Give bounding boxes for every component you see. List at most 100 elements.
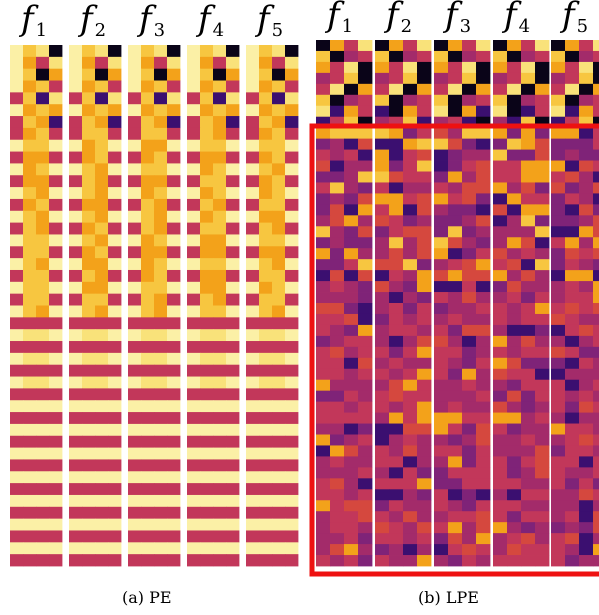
lpe-cell	[493, 105, 508, 118]
pe-cell	[285, 45, 299, 58]
lpe-cell	[551, 500, 566, 512]
pe-cell	[82, 494, 96, 508]
lpe-cell	[507, 281, 522, 293]
lpe-cell	[358, 237, 373, 249]
pe-cell	[285, 281, 299, 295]
pe-cell	[200, 210, 214, 224]
lpe-cell	[330, 456, 345, 468]
pe-cell	[259, 317, 273, 330]
pe-cell	[200, 305, 214, 318]
pe-cell	[10, 163, 24, 176]
lpe-cell	[593, 160, 599, 172]
lpe-cell	[358, 467, 373, 479]
pe-cell	[167, 116, 181, 129]
pe-cell	[10, 376, 24, 389]
pe-cell	[82, 423, 96, 437]
lpe-cell	[375, 423, 390, 435]
pe-cell	[69, 104, 83, 117]
lpe-cell	[493, 368, 508, 381]
lpe-cell	[535, 182, 550, 194]
pe-cell	[23, 341, 37, 354]
lpe-cell	[344, 259, 359, 271]
pe-cell	[272, 281, 286, 295]
lpe-cell	[375, 116, 390, 129]
lpe-cell	[551, 303, 566, 315]
lpe-cell	[344, 292, 359, 304]
pe-cell	[259, 388, 273, 401]
pe-cell	[226, 163, 240, 176]
lpe-cell	[462, 281, 477, 293]
pe-cell	[259, 222, 273, 235]
pe-cell	[108, 210, 122, 224]
pe-cell	[36, 435, 50, 448]
lpe-cell	[375, 412, 390, 424]
lpe-cell	[417, 292, 432, 304]
lpe-cell	[403, 456, 418, 468]
lpe-cell	[344, 401, 359, 413]
lpe-cell	[521, 83, 536, 96]
pe-cell	[246, 483, 260, 496]
pe-cell	[226, 506, 240, 520]
lpe-cell	[521, 237, 536, 249]
lpe-cell	[344, 116, 359, 129]
pe-cell	[10, 222, 24, 235]
lpe-cell	[462, 533, 477, 545]
pe-cell	[226, 68, 240, 81]
lpe-cell	[565, 116, 580, 129]
pe-cell	[69, 56, 83, 70]
lpe-cell	[476, 445, 491, 457]
pe-cell	[285, 198, 299, 212]
pe-cell	[154, 435, 168, 448]
lpe-cell	[493, 533, 508, 545]
pe-cell	[10, 68, 24, 81]
pe-cell	[128, 80, 142, 93]
pe-cell	[246, 447, 260, 460]
lpe-cell	[462, 72, 477, 85]
pe-cell	[246, 68, 260, 81]
pe-cell	[49, 364, 63, 377]
lpe-cell	[493, 489, 508, 501]
pe-cell	[285, 412, 299, 425]
lpe-cell	[330, 270, 345, 282]
pe-cell	[272, 530, 286, 543]
pe-cell	[82, 92, 96, 105]
pe-cell	[141, 151, 155, 164]
pe-cell	[23, 68, 37, 81]
lpe-cell	[593, 237, 599, 249]
lpe-cell	[462, 94, 477, 107]
lpe-cell	[521, 270, 536, 282]
lpe-cell	[434, 127, 449, 140]
lpe-cell	[358, 127, 373, 140]
pe-cell	[285, 269, 299, 283]
pe-cell	[36, 222, 50, 235]
pe-cell	[69, 198, 83, 212]
lpe-cell	[417, 83, 432, 96]
lpe-cell	[344, 303, 359, 315]
lpe-cell	[403, 533, 418, 545]
pe-cell	[285, 506, 299, 520]
lpe-cell	[330, 511, 345, 523]
lpe-cell	[579, 193, 594, 205]
pe-cell	[246, 116, 260, 129]
lpe-cell	[551, 127, 566, 140]
pe-cell	[10, 364, 24, 377]
pe-cell	[272, 352, 286, 366]
pe-cell	[36, 388, 50, 401]
pe-cell	[128, 447, 142, 460]
lpe-cell	[507, 544, 522, 556]
lpe-cell	[403, 303, 418, 315]
pe-cell	[23, 198, 37, 212]
lpe-cell	[403, 83, 418, 96]
pe-cell	[10, 341, 24, 354]
lpe-cell	[417, 182, 432, 194]
lpe-cell	[493, 478, 508, 490]
lpe-cell	[375, 215, 390, 227]
pe-cell	[69, 400, 83, 413]
pe-cell	[23, 329, 37, 342]
lpe-cell	[507, 346, 522, 359]
pe-cell	[246, 175, 260, 188]
lpe-cell	[565, 401, 580, 413]
pe-cell	[246, 388, 260, 401]
pe-cell	[200, 269, 214, 283]
